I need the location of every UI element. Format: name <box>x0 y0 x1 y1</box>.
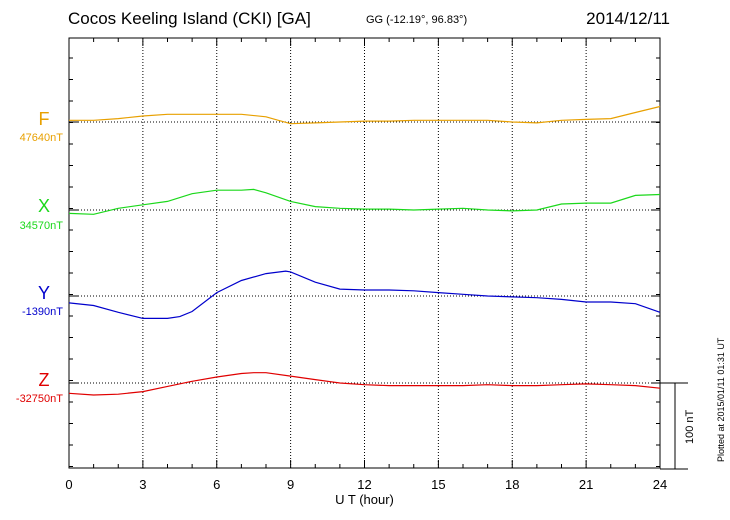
series-line-x <box>68 188 661 215</box>
series-baseline-label-f: 47640nT <box>20 132 64 144</box>
series-letter-y: Y <box>38 283 50 303</box>
x-tick-label: 15 <box>431 477 445 492</box>
plotted-timestamp: Plotted at 2015/01/11 01:31 UT <box>716 337 726 462</box>
series-baseline-label-z: -32750nT <box>16 393 63 405</box>
series-letter-f: F <box>39 109 50 129</box>
series-line-y <box>68 270 661 319</box>
series-baseline-label-y: -1390nT <box>22 306 63 318</box>
chart-date: 2014/12/11 <box>586 9 670 28</box>
series-letter-x: X <box>38 196 50 216</box>
x-tick-label: 6 <box>213 477 220 492</box>
x-tick-label: 0 <box>65 477 72 492</box>
plot-frame <box>68 37 661 469</box>
station-coordinates: GG (-12.19°, 96.83°) <box>366 14 468 26</box>
series-letter-z: Z <box>39 370 50 390</box>
x-tick-label: 3 <box>139 477 146 492</box>
x-tick-label: 18 <box>505 477 519 492</box>
chart-title: Cocos Keeling Island (CKI) [GA] <box>68 9 311 28</box>
series-line-z <box>68 372 661 396</box>
scale-bar-label: 100 nT <box>684 409 696 444</box>
x-axis-label: U T (hour) <box>335 492 394 507</box>
x-tick-label: 9 <box>287 477 294 492</box>
x-tick-label: 21 <box>579 477 593 492</box>
series-baseline-label-x: 34570nT <box>20 220 64 232</box>
series-line-f <box>69 105 661 125</box>
x-tick-label: 24 <box>653 477 667 492</box>
x-tick-label: 12 <box>357 477 371 492</box>
